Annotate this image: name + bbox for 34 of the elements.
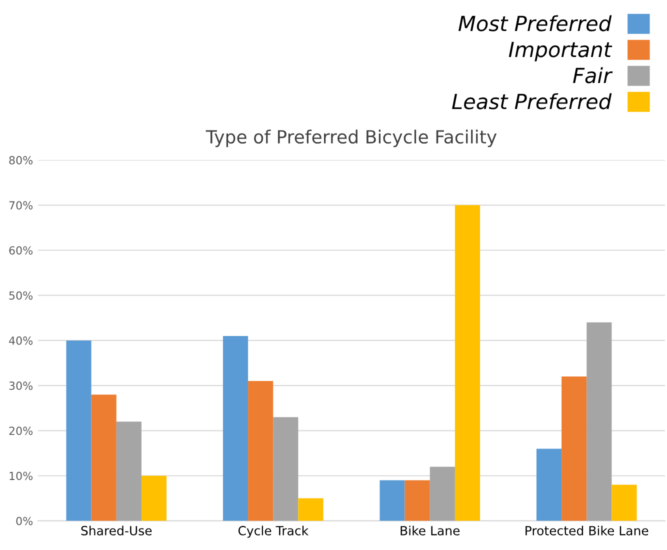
chart-title: Type of Preferred Bicycle Facility: [206, 130, 497, 148]
bar: [66, 340, 92, 521]
y-tick-label: 50%: [9, 291, 33, 300]
bar: [430, 466, 455, 521]
x-tick-label: Protected Bike Lane: [526, 526, 648, 536]
bar: [141, 476, 167, 521]
y-tick-label: 60%: [9, 246, 33, 255]
y-tick-label: 20%: [9, 426, 33, 436]
bar: [116, 422, 142, 521]
bar: [273, 417, 298, 521]
bar: [91, 394, 116, 521]
x-tick-label: Shared-Use: [81, 526, 152, 536]
legend-label: Important: [508, 42, 612, 62]
x-tick-label: Cycle Track: [238, 526, 309, 538]
legend-label: Most Preferred: [458, 15, 612, 32]
bar: [298, 498, 324, 521]
bar: [562, 376, 587, 521]
legend-label: Least Preferred: [452, 93, 612, 110]
y-tick-label: 0%: [16, 516, 33, 526]
bar: [586, 322, 612, 521]
y-tick-label: 80%: [9, 156, 33, 164]
bar: [536, 448, 562, 521]
y-tick-label: 10%: [10, 472, 33, 480]
y-tick-label: 30%: [9, 382, 33, 390]
bar: [404, 480, 430, 521]
bar: [454, 205, 480, 521]
legend-label: Fair: [573, 67, 613, 84]
y-tick-label: 40%: [9, 336, 33, 345]
bar: [222, 336, 248, 521]
bar: [248, 381, 274, 521]
bar: [612, 484, 637, 521]
bar: [380, 480, 405, 521]
x-tick-label: Bike Lane: [400, 526, 460, 536]
y-tick-label: 70%: [9, 201, 33, 210]
